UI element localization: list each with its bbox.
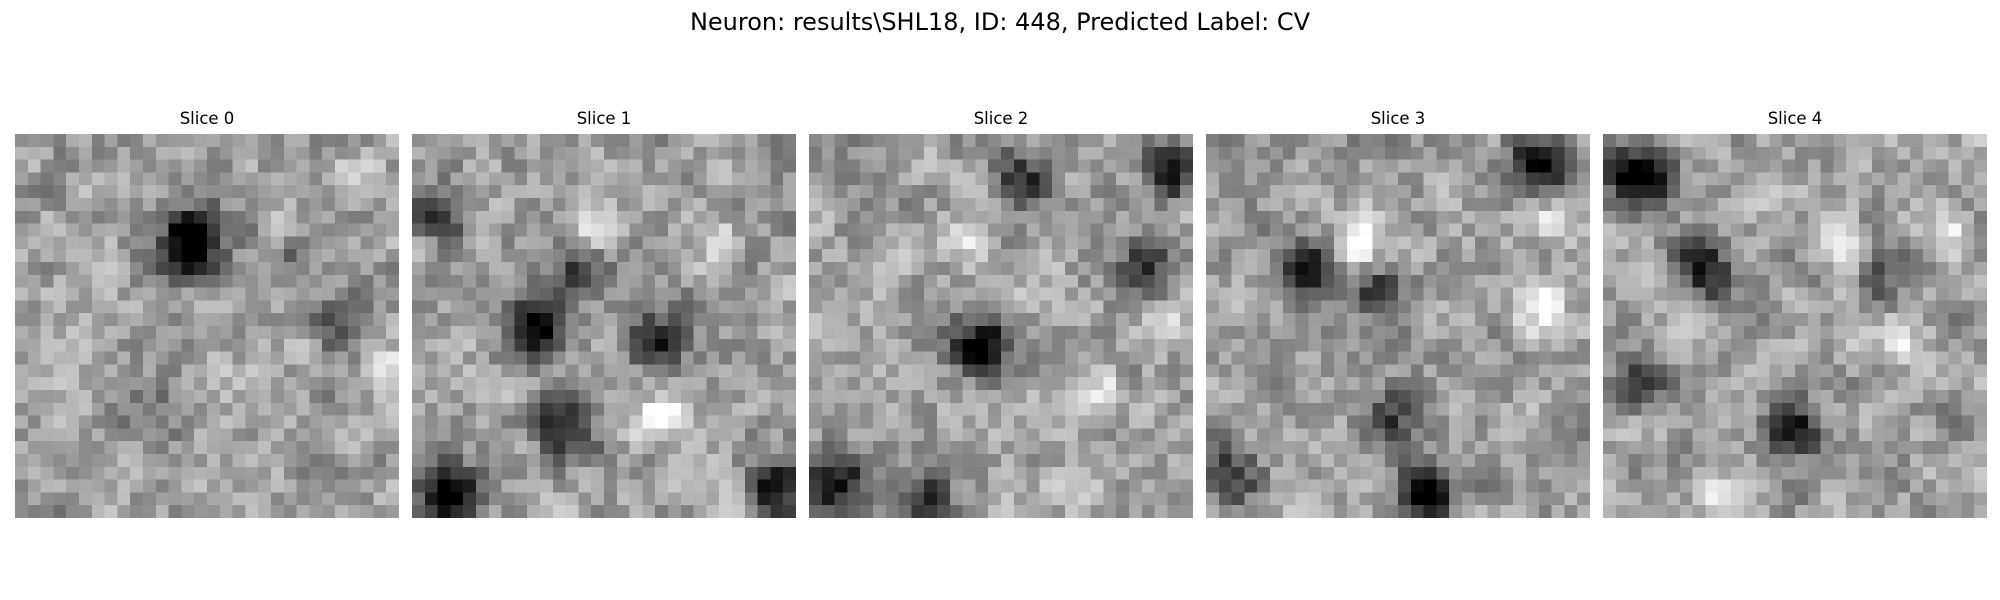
slice-image-2 — [809, 134, 1193, 518]
slice-image-4 — [1603, 134, 1987, 518]
slice-title-2: Slice 2 — [973, 109, 1029, 128]
slice-image-0 — [15, 134, 399, 518]
slice-panel-3: Slice 3 — [1206, 108, 1590, 518]
slice-title-1: Slice 1 — [576, 109, 632, 128]
slice-title-3: Slice 3 — [1370, 109, 1426, 128]
slice-title-0: Slice 0 — [179, 109, 235, 128]
figure-title: Neuron: results\SHL18, ID: 448, Predicte… — [689, 8, 1311, 36]
slice-panel-1: Slice 1 — [412, 108, 796, 518]
slice-title-4: Slice 4 — [1767, 109, 1823, 128]
slice-panel-4: Slice 4 — [1603, 108, 1987, 518]
slice-image-3 — [1206, 134, 1590, 518]
slice-panel-2: Slice 2 — [809, 108, 1193, 518]
slice-panel-0: Slice 0 — [15, 108, 399, 518]
slice-image-1 — [412, 134, 796, 518]
